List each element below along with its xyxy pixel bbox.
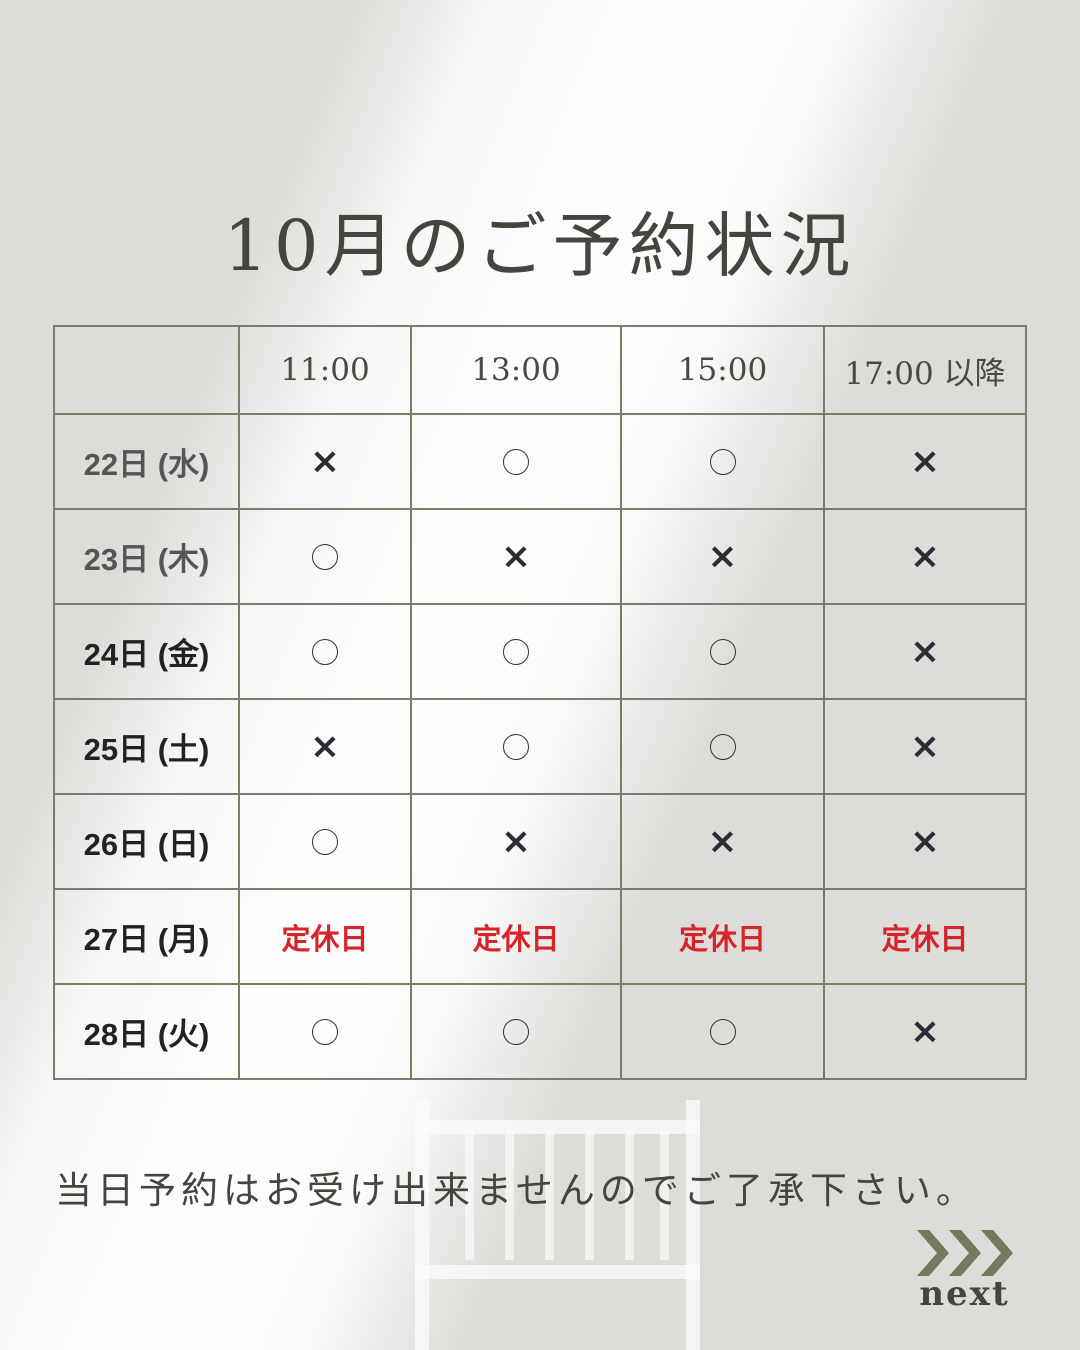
available-mark: [410, 603, 622, 700]
circle-icon: [709, 1018, 736, 1045]
circle-icon: [312, 638, 338, 665]
day-label: 24日 (金): [53, 603, 240, 700]
table-row: 23日 (木) × × ×: [53, 508, 1027, 605]
circle-icon: [312, 828, 338, 855]
unavailable-mark: ×: [823, 698, 1027, 795]
unavailable-mark: ×: [823, 508, 1027, 605]
day-label: 27日 (月): [53, 888, 240, 985]
unavailable-mark: ×: [410, 508, 622, 605]
unavailable-mark: ×: [410, 793, 622, 890]
available-mark: [410, 983, 622, 1080]
circle-icon: [709, 448, 736, 475]
unavailable-mark: ×: [823, 603, 1027, 700]
header-cell: [53, 325, 240, 415]
circle-icon: [503, 1018, 529, 1045]
available-mark: [620, 603, 825, 700]
reservation-table: 11:00 13:00 15:00 17:00 以降 22日 (水) × × 23日 …: [53, 325, 1027, 1080]
unavailable-mark: ×: [823, 413, 1027, 510]
header-cell: 17:00 以降: [823, 325, 1027, 415]
table-header-row: 11:00 13:00 15:00 17:00 以降: [53, 325, 1027, 415]
table-row: 26日 (日) × × ×: [53, 793, 1027, 890]
closed-day-label: 定休日: [238, 888, 412, 985]
day-label: 23日 (木): [53, 508, 240, 605]
available-mark: [410, 413, 622, 510]
available-mark: [620, 983, 825, 1080]
circle-icon: [709, 733, 736, 760]
unavailable-mark: ×: [823, 793, 1027, 890]
day-label: 22日 (水): [53, 413, 240, 510]
unavailable-mark: ×: [238, 698, 412, 795]
available-mark: [410, 698, 622, 795]
header-cell: 15:00: [620, 325, 825, 415]
available-mark: [238, 793, 412, 890]
page-title: 10月のご予約状況: [223, 205, 857, 287]
chair-image: [415, 1100, 700, 1350]
available-mark: [238, 508, 412, 605]
available-mark: [620, 413, 825, 510]
unavailable-mark: ×: [823, 983, 1027, 1080]
closed-day-label: 定休日: [620, 888, 825, 985]
unavailable-mark: ×: [620, 793, 825, 890]
day-label: 28日 (火): [53, 983, 240, 1080]
table-row: 25日 (土) × ×: [53, 698, 1027, 795]
available-mark: [238, 603, 412, 700]
circle-icon: [312, 543, 338, 570]
circle-icon: [503, 733, 529, 760]
circle-icon: [503, 448, 529, 475]
circle-icon: [709, 638, 736, 665]
header-cell: 13:00: [410, 325, 622, 415]
unavailable-mark: ×: [238, 413, 412, 510]
closed-day-label: 定休日: [823, 888, 1027, 985]
day-label: 26日 (日): [53, 793, 240, 890]
next-label: next: [919, 1274, 1010, 1314]
closed-day-label: 定休日: [410, 888, 622, 985]
next-button[interactable]: next: [912, 1228, 1017, 1314]
table-row: 22日 (水) × ×: [53, 413, 1027, 510]
notice-text: 当日予約はお受け出来ませんのでご了承下さい。: [55, 1169, 978, 1212]
triple-chevron-right-icon: [916, 1230, 1013, 1276]
available-mark: [620, 698, 825, 795]
table-row: 24日 (金) ×: [53, 603, 1027, 700]
table-row: 27日 (月) 定休日 定休日 定休日 定休日: [53, 888, 1027, 985]
circle-icon: [503, 638, 529, 665]
unavailable-mark: ×: [620, 508, 825, 605]
available-mark: [238, 983, 412, 1080]
table-row: 28日 (火) ×: [53, 983, 1027, 1080]
day-label: 25日 (土): [53, 698, 240, 795]
circle-icon: [312, 1018, 338, 1045]
header-cell: 11:00: [238, 325, 412, 415]
